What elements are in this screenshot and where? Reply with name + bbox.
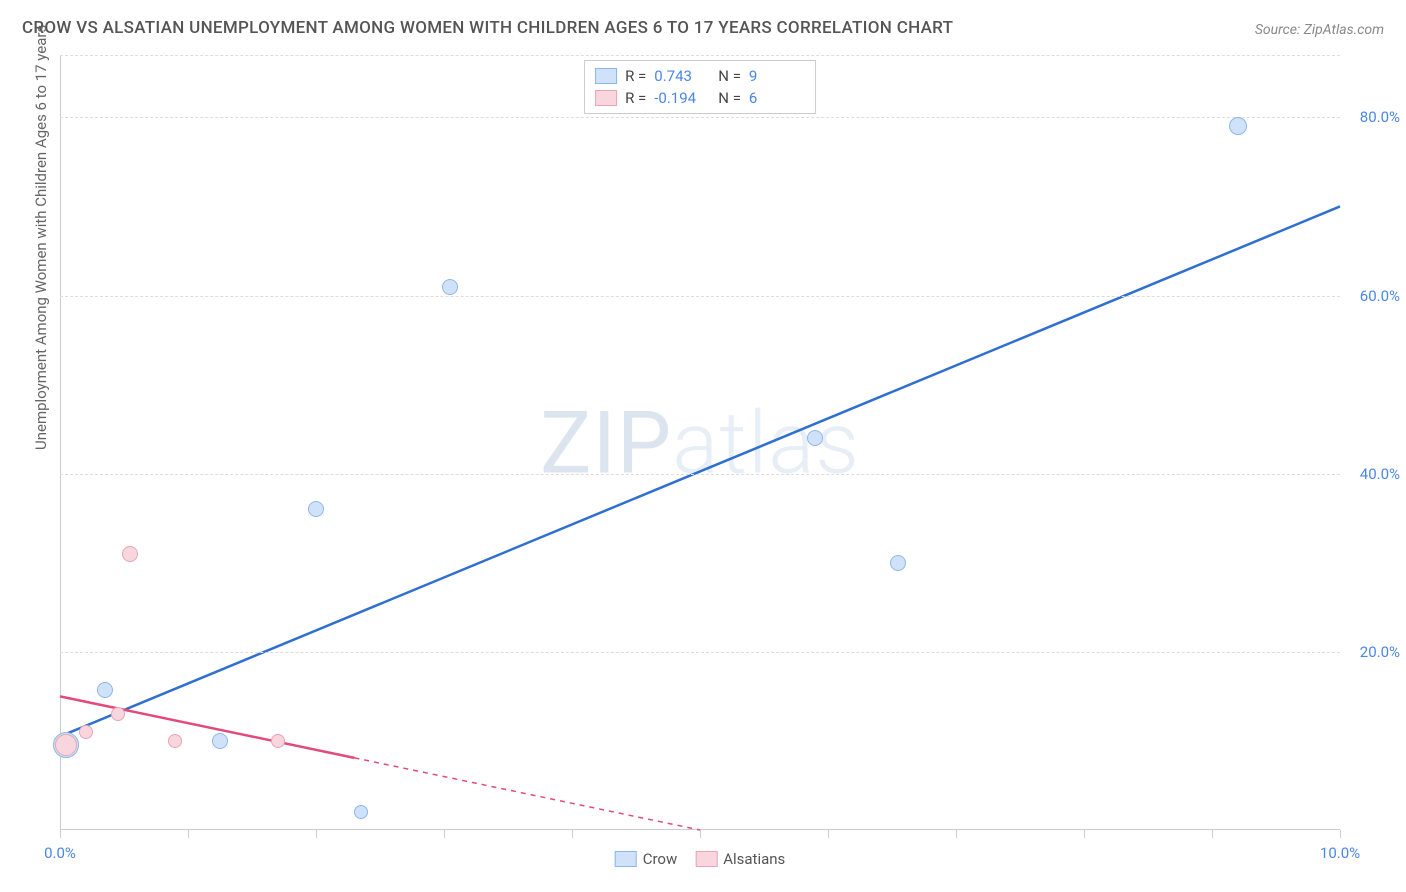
legend-n-value: 9	[749, 67, 805, 85]
legend-row: R = 0.743 N = 9	[595, 65, 805, 87]
x-tick	[1340, 830, 1341, 838]
legend-r-label: R =	[625, 67, 646, 85]
grid-line	[60, 296, 1340, 297]
data-point	[97, 682, 113, 698]
y-tick-label: 40.0%	[1360, 465, 1400, 483]
x-tick	[316, 830, 317, 838]
legend-n-label: N =	[718, 67, 741, 85]
x-tick	[444, 830, 445, 838]
x-tick	[828, 830, 829, 838]
correlation-legend: R = 0.743 N = 9 R = -0.194 N = 6	[584, 60, 816, 114]
legend-n-label: N =	[718, 89, 741, 107]
grid-line	[60, 652, 1340, 653]
legend-n-value: 6	[749, 89, 805, 107]
legend-row: R = -0.194 N = 6	[595, 87, 805, 109]
chart-plot-area: ZIPatlas 0.0%10.0% R = 0.743 N = 9 R = -…	[60, 55, 1340, 830]
data-point	[1229, 117, 1247, 135]
legend-swatch	[615, 851, 637, 867]
legend-swatch	[695, 851, 717, 867]
chart-title: CROW VS ALSATIAN UNEMPLOYMENT AMONG WOME…	[22, 18, 953, 38]
grid-line	[60, 55, 1340, 56]
data-point	[807, 430, 823, 446]
trend-line-dashed	[354, 758, 700, 830]
x-tick	[700, 830, 701, 838]
x-tick	[188, 830, 189, 838]
y-tick-label: 80.0%	[1360, 108, 1400, 126]
data-point	[354, 805, 368, 819]
legend-swatch	[595, 90, 617, 106]
data-point	[271, 734, 285, 748]
y-tick-label: 60.0%	[1360, 287, 1400, 305]
legend-r-value: -0.194	[654, 89, 710, 107]
grid-line	[60, 474, 1340, 475]
legend-series-label: Alsatians	[723, 850, 785, 868]
legend-series-label: Crow	[643, 850, 678, 868]
x-tick-label: 10.0%	[1320, 844, 1360, 862]
data-point	[168, 734, 182, 748]
series-legend: Crow Alsatians	[615, 850, 786, 868]
data-point	[442, 279, 458, 295]
y-axis-label: Unemployment Among Women with Children A…	[32, 25, 50, 450]
data-point	[890, 555, 906, 571]
legend-series-item: Alsatians	[695, 850, 785, 868]
x-tick	[1212, 830, 1213, 838]
y-tick-label: 20.0%	[1360, 643, 1400, 661]
grid-line	[60, 117, 1340, 118]
trend-line	[60, 206, 1340, 736]
x-tick	[1084, 830, 1085, 838]
data-point	[308, 501, 324, 517]
data-point	[111, 707, 125, 721]
legend-swatch	[595, 68, 617, 84]
data-point	[55, 734, 77, 756]
source-attribution: Source: ZipAtlas.com	[1255, 22, 1384, 38]
x-tick	[60, 830, 61, 838]
x-tick-label: 0.0%	[44, 844, 76, 862]
legend-r-value: 0.743	[654, 67, 710, 85]
data-point	[122, 546, 138, 562]
trend-line	[60, 696, 354, 757]
legend-r-label: R =	[625, 89, 646, 107]
legend-series-item: Crow	[615, 850, 678, 868]
x-tick	[572, 830, 573, 838]
data-point	[79, 725, 93, 739]
x-tick	[956, 830, 957, 838]
trend-lines-svg	[60, 55, 1340, 830]
data-point	[212, 733, 228, 749]
